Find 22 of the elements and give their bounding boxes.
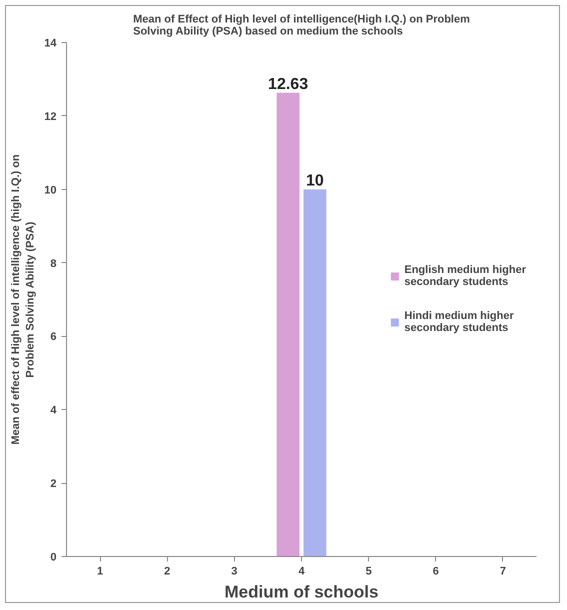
x-tick-label: 2 bbox=[164, 566, 170, 578]
y-tick-label: 8 bbox=[50, 258, 57, 270]
x-tick-label: 5 bbox=[366, 566, 372, 578]
legend-label: Hindi medium higher secondary students bbox=[404, 309, 514, 336]
y-tick-label: 10 bbox=[44, 184, 57, 196]
x-tick-label: 7 bbox=[500, 566, 506, 578]
legend-label: English medium higher secondary students bbox=[404, 263, 526, 290]
x-axis-title: Medium of schools bbox=[224, 582, 378, 602]
y-tick-label: 4 bbox=[50, 404, 58, 417]
y-tick-label: 6 bbox=[50, 331, 57, 344]
y-tick-label: 14 bbox=[44, 38, 58, 50]
x-tick-label: 3 bbox=[231, 566, 238, 578]
y-tick-label: 0 bbox=[50, 552, 57, 564]
x-tick-label: 4 bbox=[298, 566, 306, 578]
x-tick-label: 1 bbox=[97, 566, 104, 578]
data-label: 10 bbox=[306, 172, 324, 190]
y-tick-label: 2 bbox=[50, 478, 57, 490]
chart-title: Mean of Effect of High level of intelligence(High I.Q.) on Problem Solving Ability (PSA) based on medium the schools bbox=[133, 14, 470, 38]
y-tick-label: 12 bbox=[44, 110, 57, 123]
y-axis-title: Mean of effect of High level of intelligence (high I.Q.) on Problem Solving Ability (PSA) bbox=[10, 154, 36, 445]
data-label: 12.63 bbox=[268, 76, 308, 93]
x-tick-label: 6 bbox=[432, 566, 439, 578]
